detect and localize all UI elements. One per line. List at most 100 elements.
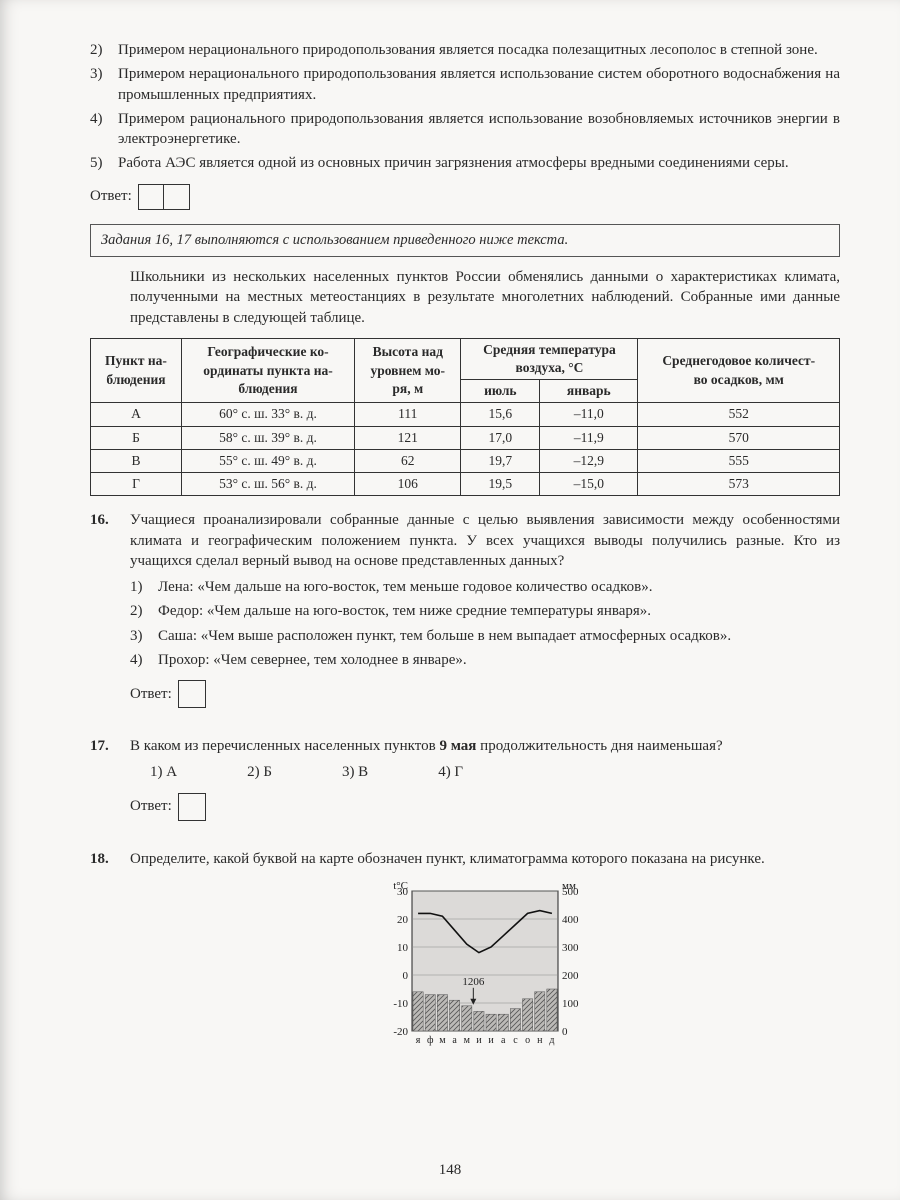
q16-option: 2)Федор: «Чем дальше на юго-восток, тем … — [130, 601, 840, 621]
table-cell: В — [91, 449, 182, 472]
q18-num: 18. — [90, 849, 130, 1059]
list-number: 4) — [90, 109, 118, 150]
table-cell: 17,0 — [461, 426, 540, 449]
svg-text:20: 20 — [397, 914, 409, 926]
q17-option: 2) Б — [247, 762, 272, 782]
svg-text:1206: 1206 — [462, 976, 485, 988]
svg-text:н: н — [537, 1035, 543, 1046]
option-text: Федор: «Чем дальше на юго-восток, тем ни… — [158, 601, 840, 621]
table-cell: 53° с. ш. 56° в. д. — [181, 473, 354, 496]
svg-text:100: 100 — [562, 998, 579, 1010]
question-17: 17. В каком из перечисленных населенных … — [90, 736, 840, 835]
svg-text:д: д — [549, 1035, 554, 1046]
list-number: 3) — [90, 64, 118, 105]
table-cell: 570 — [638, 426, 840, 449]
intro-paragraph: Школьники из нескольких населенных пункт… — [130, 267, 840, 328]
list-number: 5) — [90, 153, 118, 173]
table-cell: 573 — [638, 473, 840, 496]
svg-text:а: а — [452, 1035, 457, 1046]
climatogram: -20-1001020300100200300400500t°Cммяфмами… — [130, 879, 840, 1059]
table-cell: Г — [91, 473, 182, 496]
list-text: Примером рационального природопользовани… — [118, 109, 840, 150]
option-text: Саша: «Чем выше расположен пункт, тем бо… — [158, 626, 840, 646]
list-text: Работа АЭС является одной из основных пр… — [118, 153, 840, 173]
svg-text:с: с — [513, 1035, 518, 1046]
table-cell: 19,5 — [461, 473, 540, 496]
table-cell: –11,9 — [540, 426, 638, 449]
svg-text:ф: ф — [427, 1035, 434, 1046]
list-text: Примером нерационального природопользова… — [118, 40, 840, 60]
list-item: 2)Примером нерационального природопользо… — [90, 40, 840, 60]
q17-options: 1) А2) Б3) В4) Г — [150, 762, 840, 782]
table-cell: 111 — [355, 403, 461, 426]
table-row: А60° с. ш. 33° в. д.11115,6–11,0552 — [91, 403, 840, 426]
svg-text:200: 200 — [562, 970, 579, 982]
svg-text:t°C: t°C — [393, 880, 408, 892]
svg-text:10: 10 — [397, 942, 409, 954]
table-row: В55° с. ш. 49° в. д.6219,7–12,9555 — [91, 449, 840, 472]
table-cell: Б — [91, 426, 182, 449]
list-text: Примером нерационального природопользова… — [118, 64, 840, 105]
table-cell: –12,9 — [540, 449, 638, 472]
svg-text:а: а — [501, 1035, 506, 1046]
instruction-box: Задания 16, 17 выполняются с использован… — [90, 224, 840, 258]
q17-option: 3) В — [342, 762, 368, 782]
option-text: Лена: «Чем дальше на юго-восток, тем мен… — [158, 577, 840, 597]
svg-text:м: м — [439, 1035, 446, 1046]
answer-box-single[interactable] — [178, 680, 206, 708]
answer-box-double[interactable] — [138, 184, 190, 210]
answer-label: Ответ: — [130, 796, 172, 816]
q17-num: 17. — [90, 736, 130, 835]
question-18: 18. Определите, какой буквой на карте об… — [90, 849, 840, 1059]
q16-text: Учащиеся проанализировали собранные данн… — [130, 510, 840, 571]
th-height: Высота надуровнем мо-ря, м — [355, 338, 461, 403]
th-jan: январь — [540, 380, 638, 403]
climatogram-svg: -20-1001020300100200300400500t°Cммяфмами… — [370, 879, 600, 1059]
top-list: 2)Примером нерационального природопользо… — [90, 40, 840, 174]
th-point: Пункт на-блюдения — [91, 338, 182, 403]
answer-row-q16: Ответ: — [130, 680, 840, 708]
svg-text:м: м — [464, 1035, 471, 1046]
table-cell: 62 — [355, 449, 461, 472]
q16-option: 1)Лена: «Чем дальше на юго-восток, тем м… — [130, 577, 840, 597]
table-cell: 55° с. ш. 49° в. д. — [181, 449, 354, 472]
climate-table: Пункт на-блюдения Географические ко-орди… — [90, 338, 840, 497]
svg-text:я: я — [416, 1035, 421, 1046]
table-cell: 121 — [355, 426, 461, 449]
table-cell: 106 — [355, 473, 461, 496]
page: 2)Примером нерационального природопользо… — [0, 0, 900, 1200]
svg-text:0: 0 — [403, 970, 409, 982]
question-16: 16. Учащиеся проанализировали собранные … — [90, 510, 840, 722]
bold-fragment: 9 мая — [439, 738, 476, 754]
th-july: июль — [461, 380, 540, 403]
option-number: 2) — [130, 601, 158, 621]
list-item: 3)Примером нерационального природопользо… — [90, 64, 840, 105]
answer-box-single[interactable] — [178, 793, 206, 821]
svg-text:мм: мм — [562, 880, 576, 892]
list-item: 5)Работа АЭС является одной из основных … — [90, 153, 840, 173]
answer-row-top: Ответ: — [90, 184, 840, 210]
svg-text:и: и — [488, 1035, 494, 1046]
q16-option: 4)Прохор: «Чем севернее, тем холоднее в … — [130, 650, 840, 670]
answer-row-q17: Ответ: — [130, 793, 840, 821]
list-number: 2) — [90, 40, 118, 60]
q18-text: Определите, какой буквой на карте обозна… — [130, 849, 840, 869]
svg-text:-10: -10 — [393, 998, 408, 1010]
table-row: Б58° с. ш. 39° в. д.12117,0–11,9570 — [91, 426, 840, 449]
table-row: Г53° с. ш. 56° в. д.10619,5–15,0573 — [91, 473, 840, 496]
q17-text: В каком из перечисленных населенных пунк… — [130, 736, 840, 756]
table-cell: –11,0 — [540, 403, 638, 426]
table-cell: –15,0 — [540, 473, 638, 496]
table-cell: 555 — [638, 449, 840, 472]
th-precip: Среднегодовое количест-во осадков, мм — [638, 338, 840, 403]
svg-text:400: 400 — [562, 914, 579, 926]
option-number: 1) — [130, 577, 158, 597]
q17-option: 1) А — [150, 762, 177, 782]
svg-text:300: 300 — [562, 942, 579, 954]
svg-text:о: о — [525, 1035, 530, 1046]
q16-option: 3)Саша: «Чем выше расположен пункт, тем … — [130, 626, 840, 646]
table-cell: 60° с. ш. 33° в. д. — [181, 403, 354, 426]
table-cell: 19,7 — [461, 449, 540, 472]
list-item: 4)Примером рационального природопользова… — [90, 109, 840, 150]
table-cell: А — [91, 403, 182, 426]
